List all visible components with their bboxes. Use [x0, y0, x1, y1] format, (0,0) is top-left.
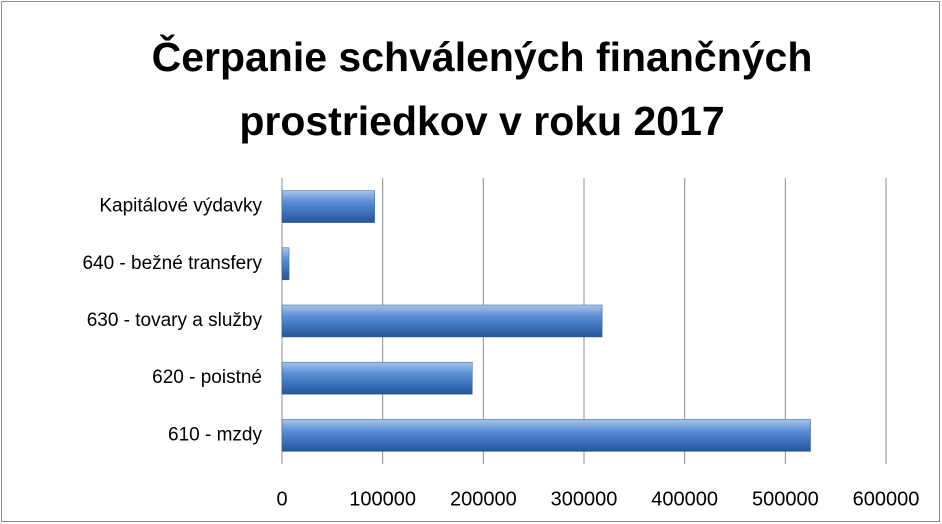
bar: [281, 190, 375, 223]
x-tick-label: 200000: [450, 488, 517, 510]
x-tick-label: 600000: [853, 488, 920, 510]
chart-title: prostriedkov v roku 2017: [239, 98, 724, 144]
chart-title: Čerpanie schválených finančných: [152, 34, 813, 80]
x-tick-label: 500000: [752, 488, 819, 510]
x-tick-label: 400000: [651, 488, 718, 510]
bar: [281, 247, 290, 281]
x-tick-label: 300000: [551, 488, 618, 510]
y-tick-label: Kapitálové výdavky: [99, 196, 262, 217]
y-tick-label: 640 - bežné transfery: [82, 253, 262, 274]
bar: [281, 419, 811, 452]
y-tick-label: 630 - tovary a služby: [87, 310, 263, 331]
y-tick-label: 620 - poistné: [152, 367, 262, 388]
bar: [281, 361, 473, 395]
bar: [281, 304, 603, 338]
x-tick-label: 100000: [349, 488, 416, 510]
y-tick-label: 610 - mzdy: [168, 424, 262, 445]
x-tick-label: 0: [276, 488, 287, 510]
